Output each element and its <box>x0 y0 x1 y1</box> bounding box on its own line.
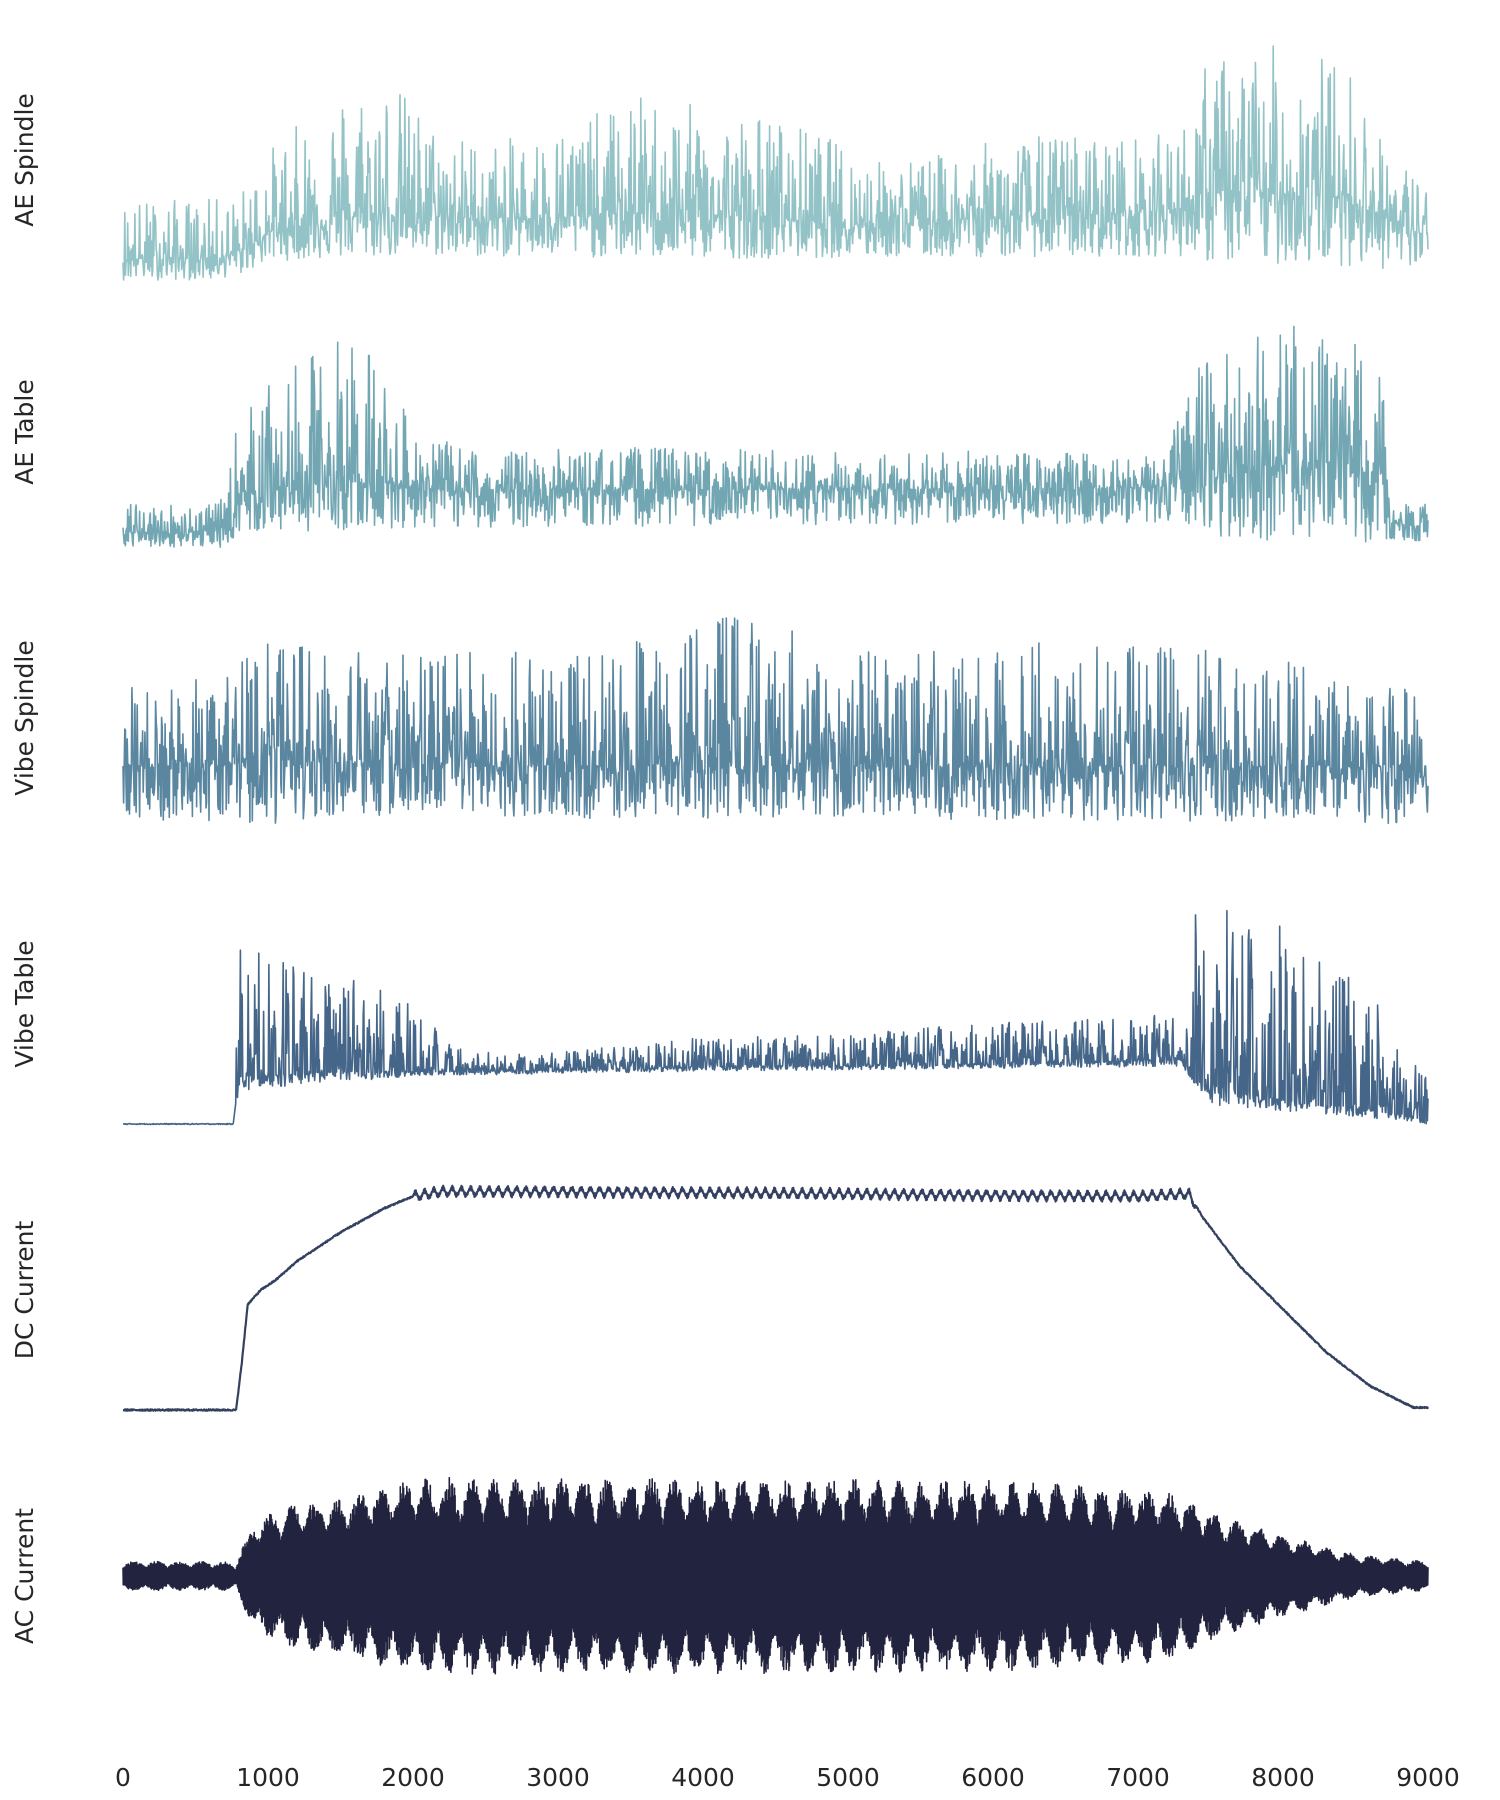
x-tick-label: 1000 <box>236 1763 300 1792</box>
series-line <box>122 1184 1430 1412</box>
series-line <box>122 325 1429 548</box>
x-tick-label: 0 <box>115 1763 131 1792</box>
y-axis-label: Vibe Spindle <box>10 640 39 795</box>
panel-ac-current: AC Current <box>10 1476 1429 1675</box>
x-axis: 0 1000 2000 3000 4000 5000 6000 7000 8000 9000 <box>115 1763 1460 1792</box>
panel-vibe-spindle: Vibe Spindle <box>10 617 1429 825</box>
panel-ae-spindle: AE Spindle <box>10 45 1429 281</box>
y-axis-label: DC Current <box>10 1221 39 1360</box>
y-axis-label: Vibe Table <box>10 940 39 1067</box>
series-line <box>122 909 1429 1126</box>
x-tick-label: 3000 <box>526 1763 590 1792</box>
x-tick-label: 5000 <box>816 1763 880 1792</box>
panel-ae-table: AE Table <box>10 325 1429 548</box>
y-axis-label: AE Table <box>10 379 39 485</box>
x-tick-label: 9000 <box>1396 1763 1460 1792</box>
panels-group: AE Spindle AE Table Vibe Spindle Vibe Table… <box>10 45 1430 1675</box>
x-tick-label: 8000 <box>1251 1763 1315 1792</box>
series-line <box>122 45 1429 281</box>
panel-vibe-table: Vibe Table <box>10 909 1429 1126</box>
series-line <box>122 1476 1429 1675</box>
series-line <box>122 617 1429 825</box>
y-axis-label: AE Spindle <box>10 93 39 227</box>
panel-dc-current: DC Current <box>10 1184 1430 1412</box>
y-axis-label: AC Current <box>10 1508 39 1644</box>
x-tick-label: 6000 <box>961 1763 1025 1792</box>
x-tick-label: 7000 <box>1106 1763 1170 1792</box>
x-tick-label: 2000 <box>381 1763 445 1792</box>
x-tick-label: 4000 <box>671 1763 735 1792</box>
